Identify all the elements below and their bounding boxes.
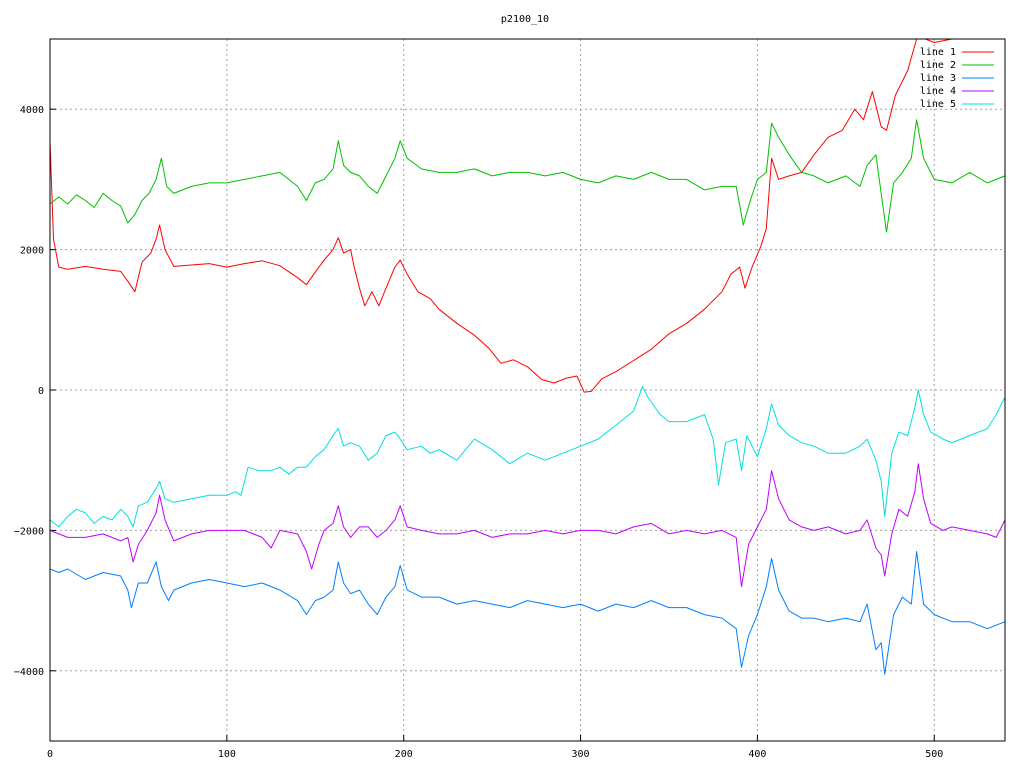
y-tick-label: −4000 — [14, 667, 44, 678]
x-tick-label: 500 — [925, 749, 943, 760]
chart-title: p2100_10 — [501, 14, 549, 25]
legend-label: line 1 — [920, 47, 956, 58]
series-line-3 — [50, 551, 1005, 675]
series-lines — [50, 39, 1005, 675]
plot-frame — [49, 38, 1006, 742]
x-tick-label: 100 — [218, 749, 236, 760]
series-line-1 — [50, 39, 1005, 393]
legend: line 1 line 2 line 3 line 4 line 5 — [920, 47, 994, 110]
x-tick-label: 400 — [748, 749, 766, 760]
y-tick-label: 4000 — [20, 105, 44, 116]
series-line-4 — [50, 463, 1005, 588]
y-tick-label: 2000 — [20, 246, 44, 257]
y-tick-label: 0 — [38, 386, 44, 397]
legend-label: line 4 — [920, 86, 956, 97]
series-line-5 — [50, 386, 1005, 528]
x-tick-label: 200 — [395, 749, 413, 760]
tick-labels: 0 100 200 300 400 500 −4000 −2000 0 2000 4000 — [14, 105, 943, 760]
legend-label: line 2 — [920, 60, 956, 71]
x-tick-label: 0 — [47, 749, 53, 760]
y-tick-label: −2000 — [14, 526, 44, 537]
legend-label: line 5 — [920, 99, 956, 110]
legend-label: line 3 — [920, 73, 956, 84]
x-tick-label: 300 — [572, 749, 590, 760]
series-line-2 — [50, 119, 1005, 233]
grid — [49, 39, 1005, 741]
